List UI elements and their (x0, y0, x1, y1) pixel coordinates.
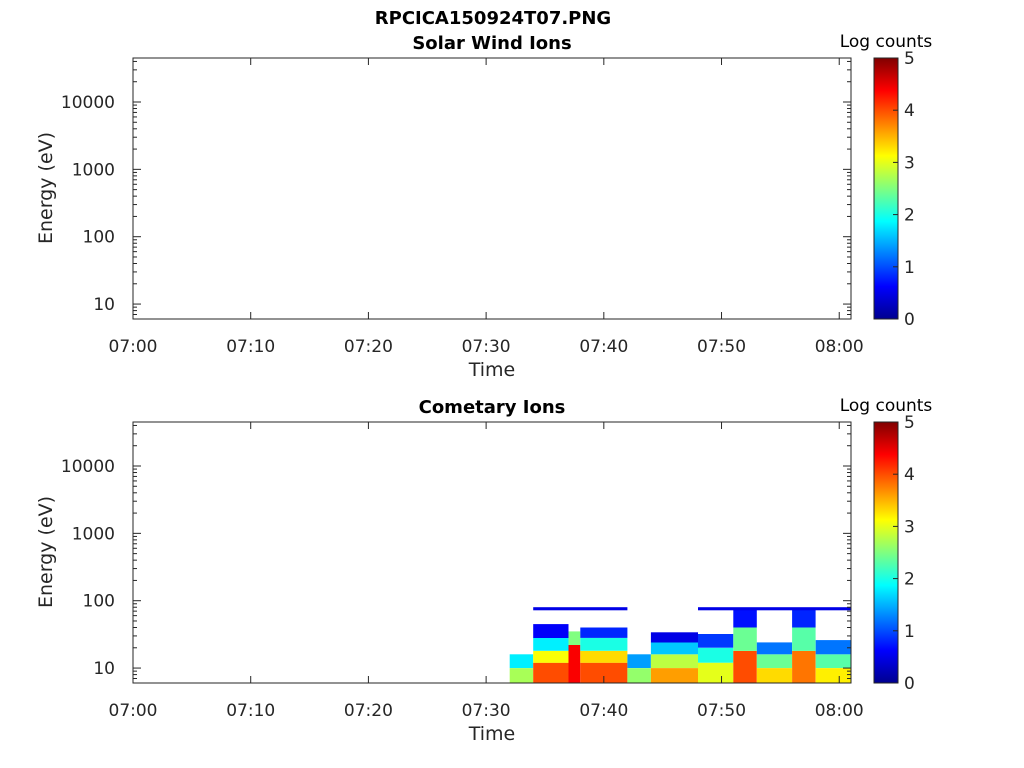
y-tick-label: 1000 (72, 160, 115, 180)
colorbar-tick-label: 2 (904, 206, 915, 226)
spectrogram-cell (580, 650, 628, 663)
x-tick-label: 07:20 (344, 701, 393, 721)
spectrogram-cell (756, 654, 793, 668)
y-tick-label: 10 (93, 295, 115, 315)
spectrogram-cell (698, 607, 851, 611)
colorbar-tick-label: 2 (904, 570, 915, 590)
spectrogram-cell (733, 650, 757, 683)
colorbar-tick-label: 0 (904, 310, 915, 330)
colorbar-label: Log counts (840, 396, 933, 416)
spectrogram-cell (756, 668, 793, 683)
colorbar-tick-label: 4 (904, 465, 915, 485)
x-tick-label: 07:00 (109, 701, 158, 721)
spectrogram-cell (698, 662, 734, 683)
spectrogram-cell (733, 609, 757, 628)
spectrogram-cell (650, 632, 698, 643)
y-tick-label: 1000 (72, 524, 115, 544)
spectrogram-cell (792, 650, 816, 683)
spectrogram-cell (568, 631, 581, 645)
x-axis-label: Time (468, 723, 516, 745)
spectrogram-cell (650, 668, 698, 683)
spectrogram-cell (509, 668, 534, 683)
figure-title: RPCICA150924T07.PNG (375, 8, 611, 29)
colorbar-tick-label: 3 (904, 153, 915, 173)
spectrogram-cell (627, 668, 651, 683)
spectrogram-cell (815, 668, 851, 683)
colorbar-tick-label: 0 (904, 674, 915, 694)
x-tick-label: 07:10 (226, 337, 275, 357)
x-tick-label: 07:30 (462, 337, 511, 357)
spectrogram-cell (792, 609, 816, 628)
spectrogram-cell (533, 624, 569, 638)
x-tick-label: 07:10 (226, 701, 275, 721)
y-tick-label: 100 (83, 228, 115, 248)
x-tick-label: 07:40 (579, 701, 628, 721)
x-tick-label: 08:00 (815, 701, 864, 721)
spectrogram-cell (533, 662, 569, 683)
spectrogram-cell (627, 654, 651, 668)
colorbar (873, 421, 899, 684)
cometary-ions-panel: Cometary Ions 07:00 07:10 07:20 07:30 07:40 07… (35, 396, 932, 745)
x-tick-label: 07:20 (344, 337, 393, 357)
x-axis-label: Time (468, 359, 516, 381)
spectrogram-cell (580, 627, 628, 638)
spectrogram-cell (650, 642, 698, 655)
colorbar-tick-label: 4 (904, 101, 915, 121)
plot-frame (132, 421, 852, 684)
spectrogram-cell (533, 650, 569, 663)
x-tick-label: 07:50 (697, 337, 746, 357)
plot-frame (132, 57, 852, 320)
y-tick-label: 100 (83, 592, 115, 612)
y-tick-label: 10000 (61, 93, 115, 113)
x-tick-label: 07:00 (109, 337, 158, 357)
spectrogram-cell (733, 627, 757, 651)
x-tick-label: 07:30 (462, 701, 511, 721)
y-tick-label: 10 (93, 659, 115, 679)
spectrogram-cell (580, 662, 628, 683)
y-axis-label: Energy (eV) (35, 132, 57, 244)
spectrogram-cell (756, 642, 793, 655)
spectrogram-cells (509, 607, 851, 683)
spectrogram-cell (698, 647, 734, 663)
spectrogram-cell (568, 645, 581, 683)
x-tick-label: 07:40 (579, 337, 628, 357)
spectrogram-cell (650, 654, 698, 668)
spectrogram-cell (509, 654, 534, 668)
spectrogram-cell (533, 637, 569, 651)
spectrogram-cell (580, 637, 628, 651)
colorbar-tick-label: 1 (904, 622, 915, 642)
spectrogram-cell (815, 640, 851, 655)
spectrogram-cell (792, 627, 816, 651)
colorbar-tick-label: 5 (904, 49, 915, 69)
solar-wind-ions-panel: Solar Wind Ions 07:00 07:10 07:20 07:30 07:40… (35, 32, 932, 381)
panel-title: Cometary Ions (419, 397, 566, 418)
y-axis-label: Energy (eV) (35, 496, 57, 608)
spectrogram-cell (698, 634, 734, 648)
colorbar-tick-label: 5 (904, 413, 915, 433)
colorbar (873, 57, 899, 320)
spectrogram-cell (533, 607, 628, 611)
colorbar-tick-label: 3 (904, 517, 915, 537)
panel-title: Solar Wind Ions (412, 33, 571, 54)
x-tick-label: 08:00 (815, 337, 864, 357)
colorbar-tick-label: 1 (904, 258, 915, 278)
colorbar-label: Log counts (840, 32, 933, 52)
x-tick-label: 07:50 (697, 701, 746, 721)
y-tick-label: 10000 (61, 457, 115, 477)
spectrogram-cell (815, 654, 851, 668)
